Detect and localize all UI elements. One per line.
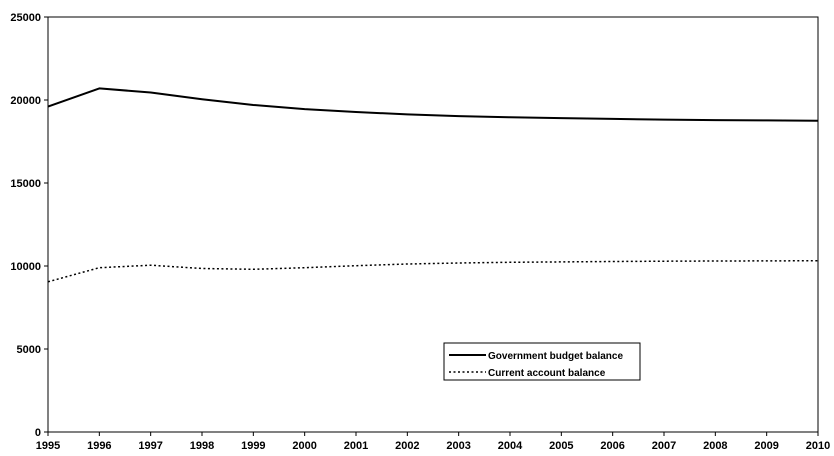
y-tick-label: 15000 bbox=[10, 178, 41, 190]
x-tick-label: 2004 bbox=[498, 440, 523, 452]
x-tick-label: 2001 bbox=[344, 440, 368, 452]
y-tick-label: 20000 bbox=[10, 95, 41, 107]
x-tick-label: 1996 bbox=[87, 440, 111, 452]
legend: Government budget balance Current accoun… bbox=[443, 342, 641, 381]
x-tick-label: 2003 bbox=[446, 440, 470, 452]
x-tick-label: 2009 bbox=[754, 440, 778, 452]
series-layer bbox=[47, 87, 819, 283]
x-tick-label: 1997 bbox=[138, 440, 162, 452]
y-tick-label: 0 bbox=[35, 427, 41, 439]
x-axis: 1995 1996 1997 1998 1999 2000 2001 2002 2003 2004… bbox=[36, 432, 830, 452]
x-tick-label: 2010 bbox=[806, 440, 830, 452]
legend-box bbox=[443, 342, 641, 381]
x-tick-label: 2008 bbox=[703, 440, 727, 452]
x-tick-label: 2000 bbox=[292, 440, 316, 452]
y-tick-label: 10000 bbox=[10, 261, 41, 273]
x-tick-label: 2005 bbox=[549, 440, 573, 452]
x-tick-label: 2007 bbox=[652, 440, 676, 452]
y-axis: 0 5000 10000 15000 20000 25000 bbox=[10, 12, 48, 439]
series-line-government-budget-balance bbox=[47, 87, 819, 122]
y-tick-label: 25000 bbox=[10, 12, 41, 24]
x-tick-label: 1998 bbox=[190, 440, 214, 452]
x-tick-label: 1995 bbox=[36, 440, 60, 452]
x-tick-label: 2006 bbox=[600, 440, 624, 452]
x-tick-label: 1999 bbox=[241, 440, 265, 452]
x-tick-label: 2002 bbox=[395, 440, 419, 452]
legend-label-government-budget-balance: Government budget balance bbox=[488, 351, 623, 362]
series-line-current-account-balance bbox=[47, 259, 819, 283]
legend-label-current-account-balance: Current account balance bbox=[488, 368, 606, 379]
y-tick-label: 5000 bbox=[17, 344, 41, 356]
plot-area bbox=[47, 16, 819, 433]
